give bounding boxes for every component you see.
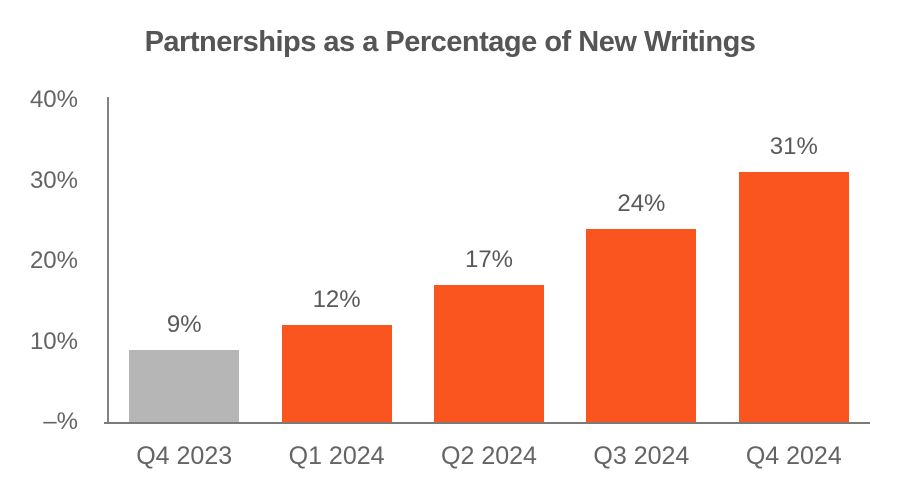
- bar: [434, 285, 544, 422]
- bar: [129, 349, 240, 422]
- bar-value-label: 12%: [312, 286, 361, 314]
- x-tick-label: Q4 2023: [136, 442, 233, 470]
- x-tick-label: Q2 2024: [441, 442, 537, 470]
- bar: [586, 228, 697, 422]
- bar: [738, 172, 849, 422]
- bar-value-label: 9%: [166, 310, 202, 338]
- y-tick-label: 10%: [29, 327, 78, 355]
- y-tick-label: 30%: [29, 166, 78, 194]
- y-tick-label: 40%: [29, 86, 78, 113]
- y-axis-line: [107, 97, 109, 424]
- bar-value-label: 17%: [464, 246, 514, 274]
- x-tick-label: Q1 2024: [288, 442, 385, 470]
- x-axis-line: [104, 422, 870, 424]
- bar: [281, 325, 392, 422]
- chart-title: Partnerships as a Percentage of New Writ…: [144, 26, 756, 58]
- x-tick-label: Q4 2024: [745, 442, 842, 470]
- y-tick-label: –%: [43, 408, 78, 435]
- y-tick-label: 20%: [29, 247, 78, 274]
- bar-value-label: 24%: [617, 189, 666, 217]
- bar-value-label: 31%: [769, 133, 818, 161]
- x-tick-label: Q3 2024: [593, 442, 690, 470]
